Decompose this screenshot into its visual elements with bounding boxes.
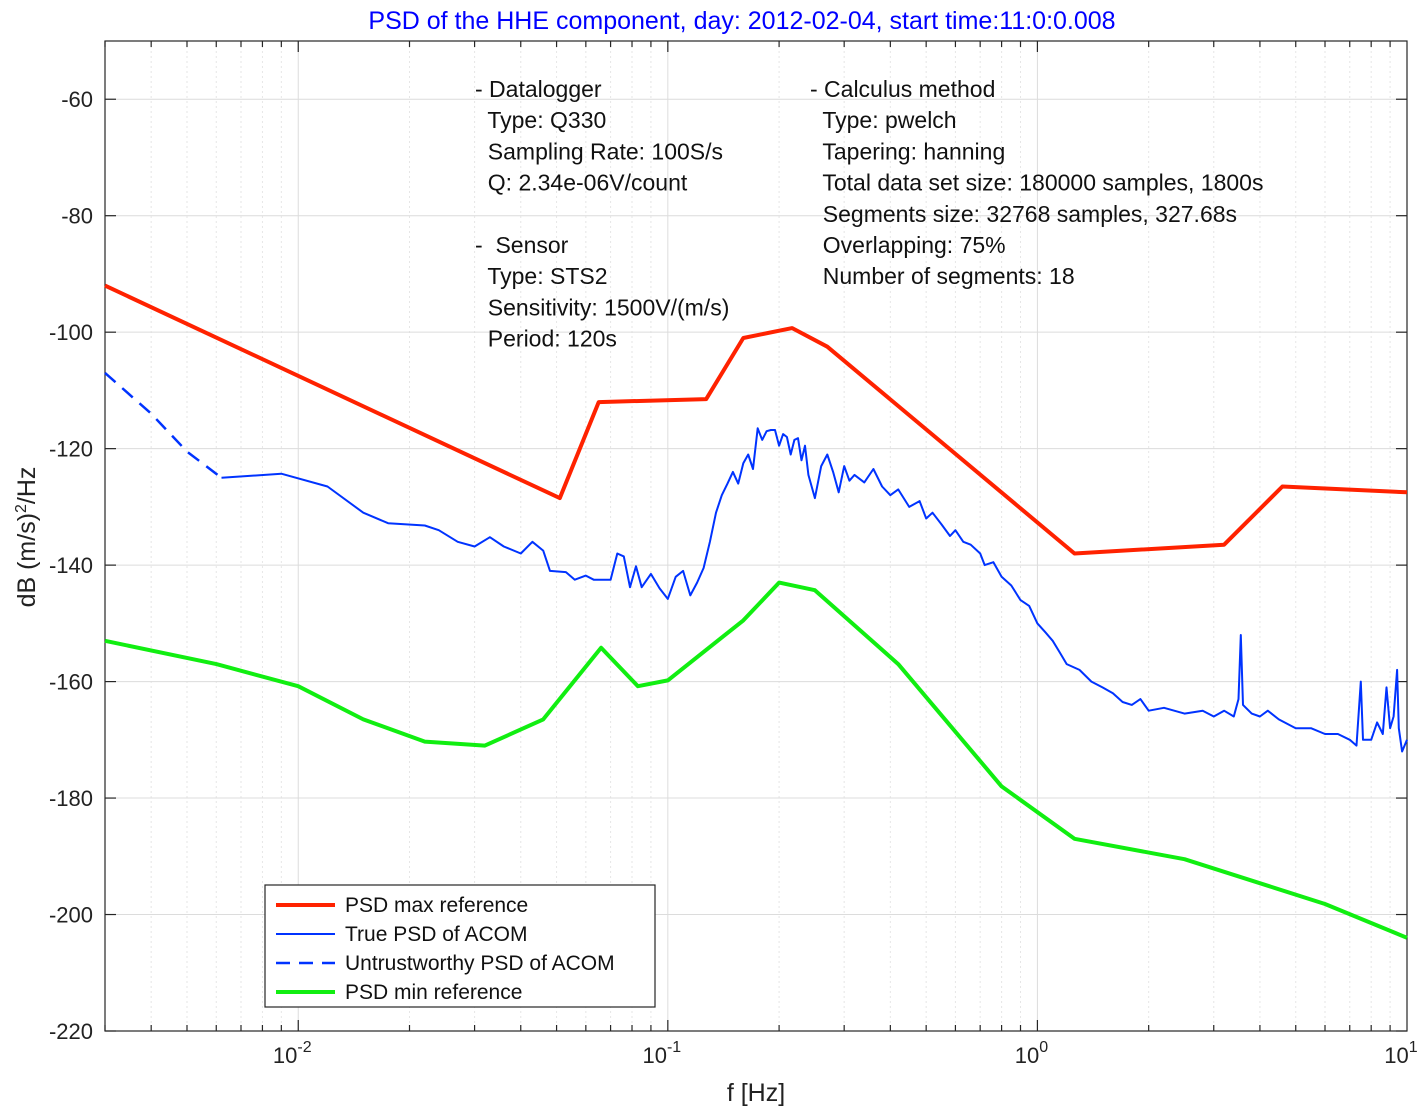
x-tick-label: 10-1 bbox=[642, 1039, 681, 1068]
legend-label-3: PSD min reference bbox=[345, 981, 522, 1004]
annotation-calculus-line: Type: pwelch bbox=[810, 107, 957, 133]
x-tick-label: 100 bbox=[1015, 1039, 1048, 1068]
y-tick-label: -140 bbox=[49, 553, 93, 578]
x-tick-exponent: 1 bbox=[1409, 1039, 1418, 1056]
annotation-calculus-line: Overlapping: 75% bbox=[810, 232, 1006, 258]
annotation-datalogger-line: - Sensor bbox=[475, 232, 569, 258]
axis-ticks bbox=[104, 41, 1407, 1032]
annotation-datalogger-line: Period: 120s bbox=[475, 326, 617, 352]
annotation-calculus-line: Segments size: 32768 samples, 327.68s bbox=[810, 201, 1237, 227]
grid bbox=[104, 41, 1407, 1032]
x-tick-label: 101 bbox=[1384, 1039, 1417, 1068]
y-tick-label: -100 bbox=[49, 320, 93, 345]
x-tick-base: 10 bbox=[1015, 1043, 1039, 1068]
x-axis-label: f [Hz] bbox=[727, 1079, 785, 1107]
series-line-3 bbox=[104, 580, 1408, 940]
annotation-calculus-line: Total data set size: 180000 samples, 180… bbox=[810, 170, 1263, 196]
x-tick-base: 10 bbox=[1384, 1043, 1408, 1068]
annotation-datalogger-line: - Datalogger bbox=[475, 76, 602, 102]
x-tick-exponent: -2 bbox=[297, 1039, 311, 1056]
annotation-calculus-line: Tapering: hanning bbox=[810, 138, 1005, 164]
legend: PSD max reference True PSD of ACOM Untrust… bbox=[264, 884, 656, 1008]
x-tick-labels: 10-2 10-1 100 101 bbox=[273, 1039, 1418, 1068]
x-tick-base: 10 bbox=[273, 1043, 297, 1068]
y-axis-label-main: dB (m/s) bbox=[13, 513, 41, 607]
annotation-datalogger-line: Q: 2.34e-06V/count bbox=[475, 170, 688, 196]
annotation-datalogger-line: Sampling Rate: 100S/s bbox=[475, 138, 723, 164]
y-tick-label: -160 bbox=[49, 670, 93, 695]
info-annotations: - Datalogger Type: Q330 Sampling Rate: 1… bbox=[475, 76, 1263, 352]
y-axis-label-suffix: /Hz bbox=[13, 467, 41, 505]
y-tick-labels: -60 -80 -100 -120 -140 -160 -180 -200 -220 bbox=[49, 87, 93, 1044]
legend-label-1: True PSD of ACOM bbox=[345, 923, 527, 946]
annotation-datalogger-line: Sensitivity: 1500V/(m/s) bbox=[475, 294, 729, 320]
data-series bbox=[104, 283, 1408, 940]
annotation-datalogger-line: Type: STS2 bbox=[475, 263, 608, 289]
series-line-0 bbox=[104, 283, 1408, 556]
annotation-calculus-line: Number of segments: 18 bbox=[810, 263, 1075, 289]
y-axis-label: dB (m/s)2/Hz bbox=[13, 467, 41, 608]
series-line-1 bbox=[221, 427, 1408, 753]
series-line-2 bbox=[104, 371, 223, 479]
x-tick-base: 10 bbox=[642, 1043, 666, 1068]
legend-label-0: PSD max reference bbox=[345, 894, 528, 917]
x-tick-exponent: -1 bbox=[667, 1039, 681, 1056]
plot-area-border bbox=[104, 40, 1408, 1032]
x-tick-label: 10-2 bbox=[273, 1039, 312, 1068]
annotation-datalogger-line: Type: Q330 bbox=[475, 107, 606, 133]
y-tick-label: -200 bbox=[49, 903, 93, 928]
y-tick-label: -120 bbox=[49, 437, 93, 462]
y-axis-label-sup: 2 bbox=[13, 504, 30, 513]
x-tick-exponent: 0 bbox=[1039, 1039, 1048, 1056]
y-tick-label: -180 bbox=[49, 786, 93, 811]
annotation-calculus-line: - Calculus method bbox=[810, 76, 995, 102]
y-tick-label: -60 bbox=[61, 87, 93, 112]
chart-title: PSD of the HHE component, day: 2012-02-0… bbox=[368, 7, 1115, 35]
legend-label-2: Untrustworthy PSD of ACOM bbox=[345, 952, 615, 975]
y-tick-label: -220 bbox=[49, 1019, 93, 1044]
y-tick-label: -80 bbox=[61, 204, 93, 229]
